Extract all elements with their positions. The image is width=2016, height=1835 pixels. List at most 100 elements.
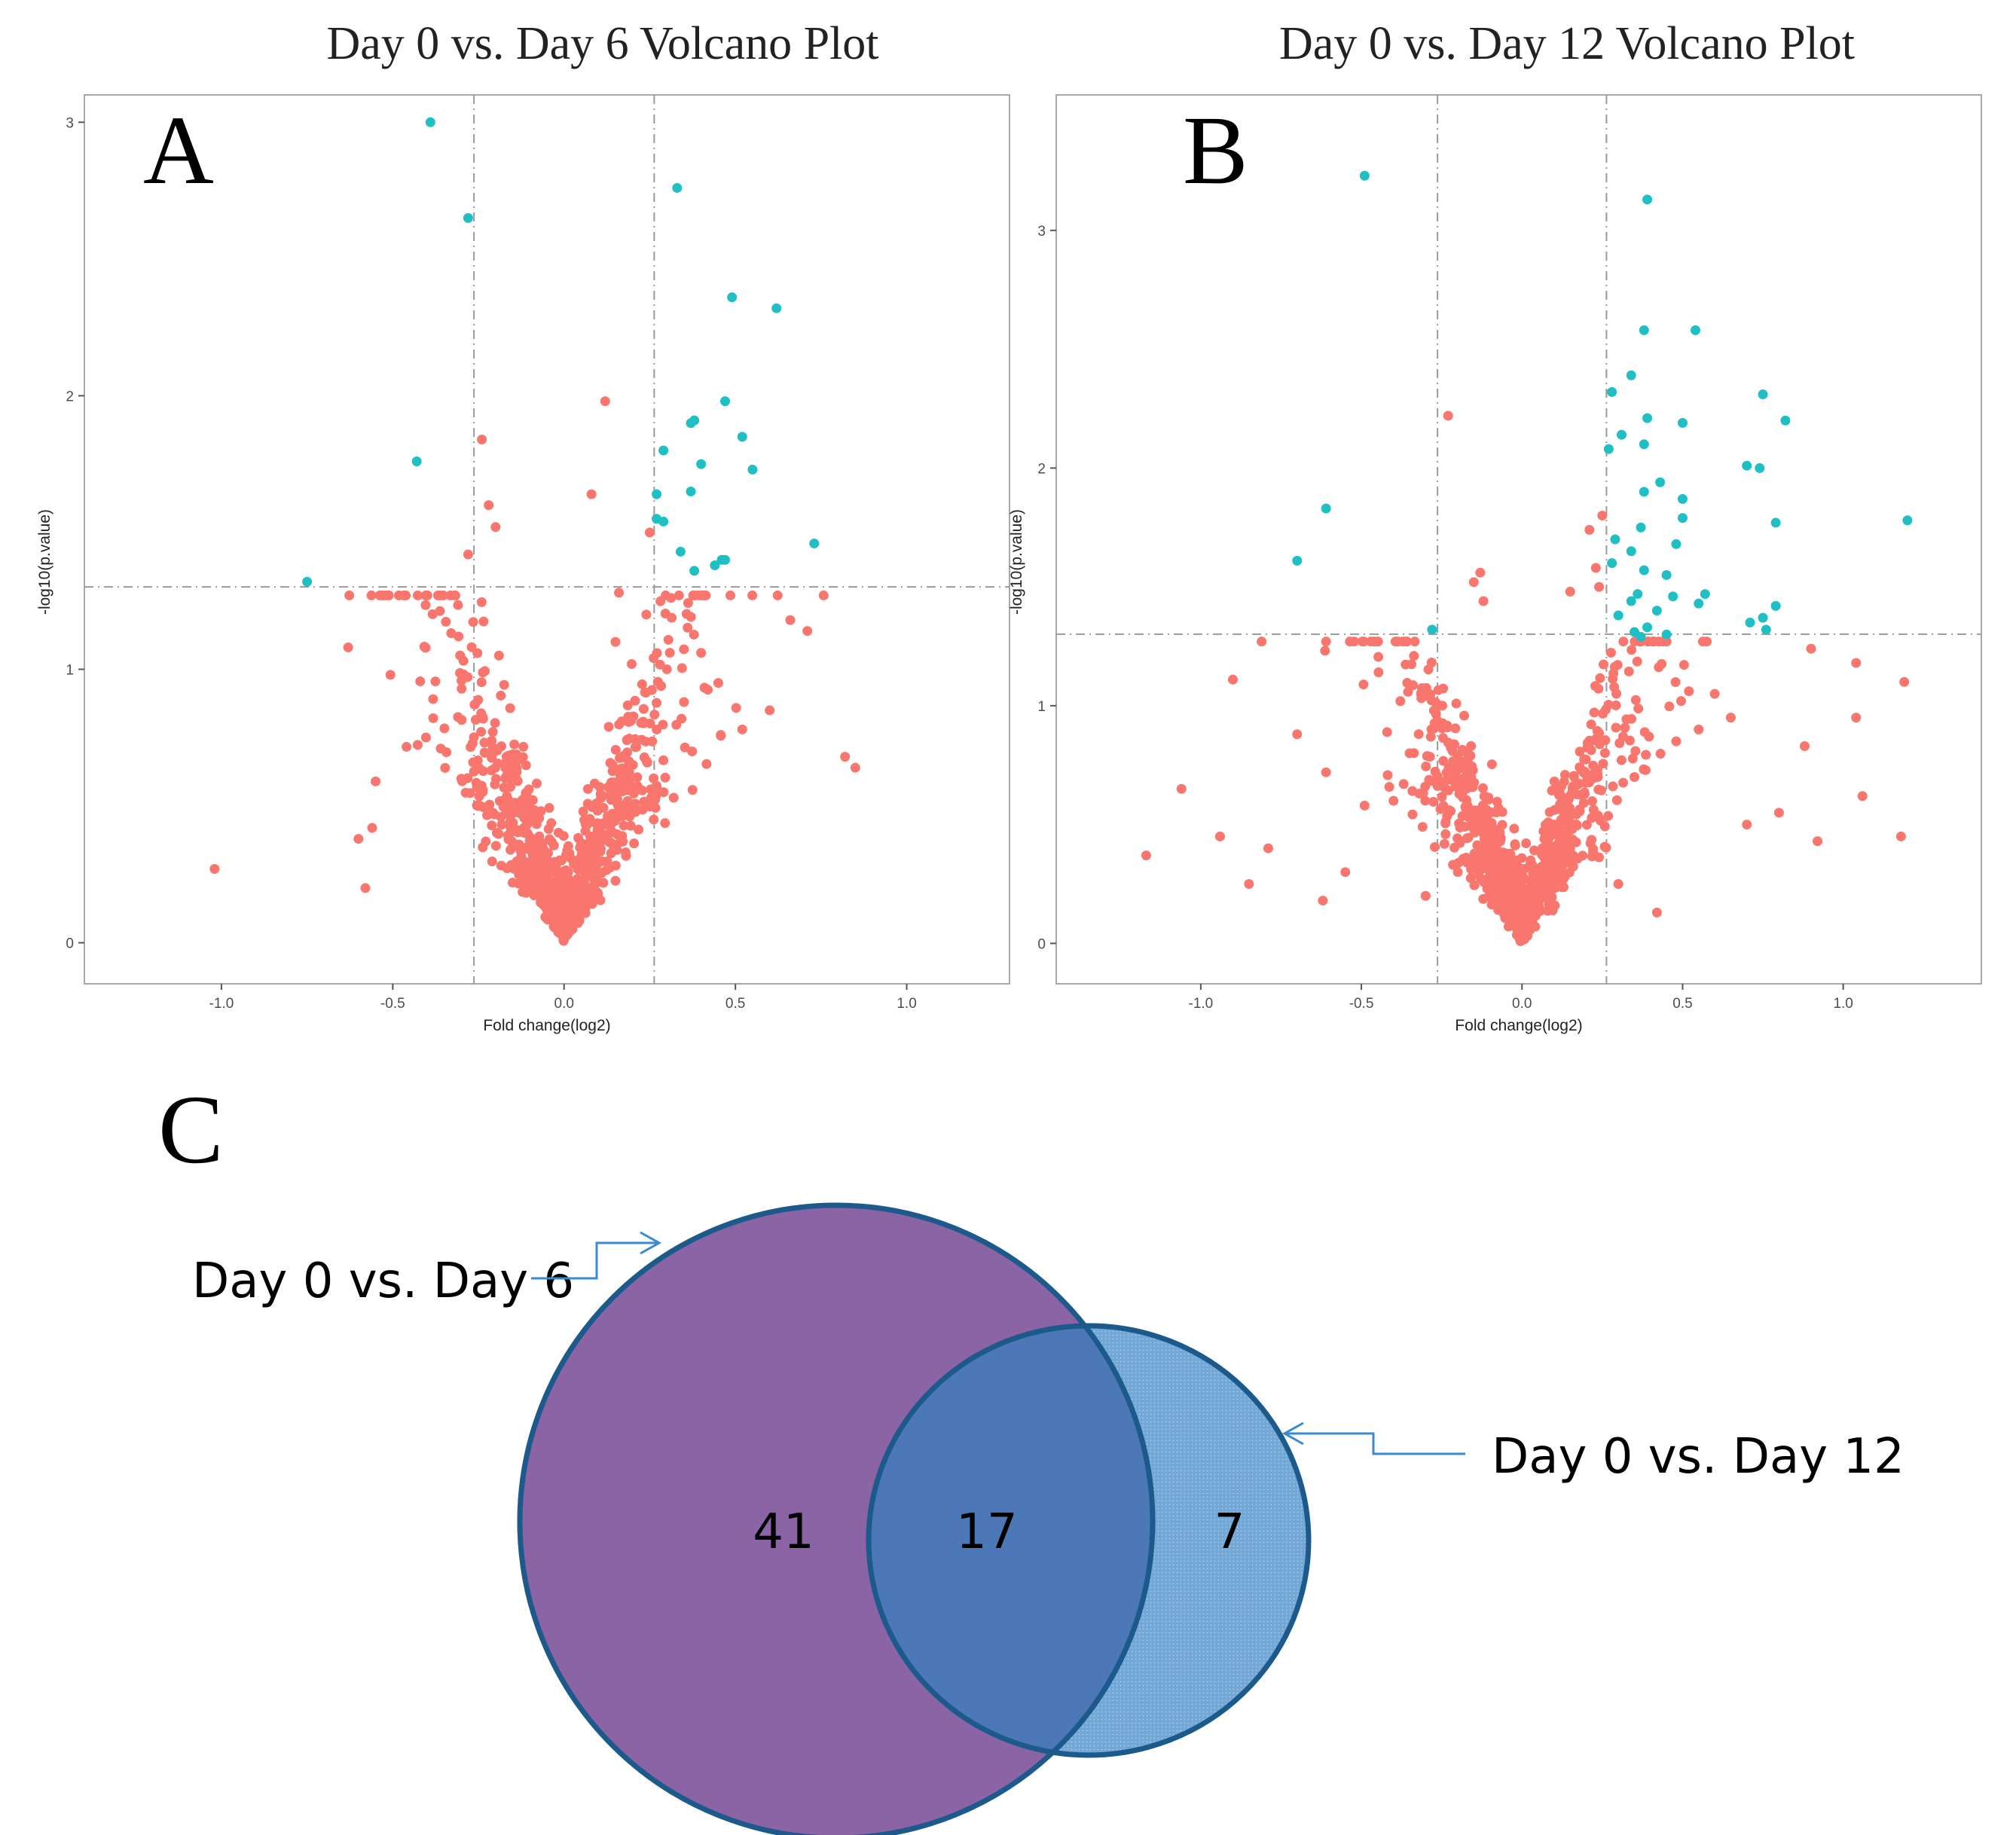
not-significant-point bbox=[610, 875, 621, 886]
not-significant-point bbox=[518, 741, 529, 752]
not-significant-point bbox=[637, 785, 647, 795]
not-significant-point bbox=[595, 789, 606, 799]
not-significant-point bbox=[622, 735, 632, 746]
not-significant-point bbox=[679, 697, 689, 707]
significant-point bbox=[1677, 417, 1688, 428]
not-significant-point bbox=[1425, 689, 1436, 700]
not-significant-point bbox=[652, 698, 662, 708]
significant-point bbox=[1700, 589, 1710, 600]
not-significant-point bbox=[473, 695, 484, 705]
not-significant-point bbox=[526, 856, 536, 866]
not-significant-point bbox=[1709, 689, 1720, 699]
not-significant-point bbox=[430, 676, 441, 687]
not-significant-point bbox=[1651, 907, 1662, 918]
not-significant-point bbox=[524, 784, 534, 795]
not-significant-point bbox=[490, 779, 500, 789]
significant-point bbox=[747, 464, 758, 475]
not-significant-point bbox=[582, 798, 593, 809]
not-significant-point bbox=[487, 820, 497, 831]
significant-point bbox=[1359, 170, 1370, 181]
not-significant-point bbox=[415, 676, 426, 686]
not-significant-point bbox=[576, 849, 587, 859]
not-significant-point bbox=[785, 615, 796, 625]
not-significant-point bbox=[453, 600, 463, 610]
not-significant-point bbox=[1640, 765, 1651, 775]
venn-set-day6-outline bbox=[517, 1202, 1156, 1835]
not-significant-point bbox=[747, 590, 758, 600]
not-significant-point bbox=[1549, 820, 1559, 830]
not-significant-point bbox=[1442, 811, 1452, 822]
not-significant-point bbox=[456, 774, 466, 784]
not-significant-point bbox=[1599, 659, 1609, 670]
not-significant-point bbox=[1556, 815, 1566, 826]
venn-label-day12: Day 0 vs. Day 12 bbox=[1492, 1429, 1905, 1485]
not-significant-point bbox=[453, 712, 463, 722]
not-significant-point bbox=[1694, 724, 1704, 734]
significant-point bbox=[720, 396, 731, 407]
not-significant-point bbox=[649, 773, 659, 783]
not-significant-point bbox=[1542, 885, 1553, 896]
not-significant-point bbox=[401, 590, 411, 600]
not-significant-point bbox=[1502, 881, 1513, 891]
not-significant-point bbox=[765, 705, 775, 716]
not-significant-point bbox=[640, 687, 650, 698]
not-significant-point bbox=[677, 663, 687, 673]
not-significant-point bbox=[1630, 746, 1641, 756]
not-significant-point bbox=[1451, 698, 1462, 709]
not-significant-point bbox=[1618, 637, 1629, 647]
not-significant-point bbox=[655, 596, 666, 606]
not-significant-point bbox=[445, 590, 456, 600]
significant-point bbox=[1626, 546, 1636, 557]
venn-count-intersection: 17 bbox=[956, 1504, 1017, 1560]
significant-point bbox=[1902, 515, 1913, 526]
not-significant-point bbox=[600, 396, 610, 407]
not-significant-point bbox=[652, 724, 662, 734]
not-significant-point bbox=[1469, 880, 1480, 890]
not-significant-point bbox=[1587, 835, 1597, 845]
not-significant-point bbox=[1450, 723, 1461, 734]
not-significant-point bbox=[1457, 783, 1468, 793]
not-significant-point bbox=[1382, 770, 1393, 780]
not-significant-point bbox=[1421, 761, 1431, 771]
not-significant-point bbox=[412, 740, 423, 750]
not-significant-point bbox=[578, 806, 588, 817]
venn-intersection bbox=[869, 1326, 1153, 1755]
not-significant-point bbox=[586, 489, 597, 499]
plot-b-title: Day 0 vs. Day 12 Volcano Plot bbox=[1278, 18, 1856, 69]
significant-point bbox=[425, 117, 435, 127]
not-significant-point bbox=[564, 848, 575, 859]
not-significant-point bbox=[518, 752, 528, 762]
not-significant-point bbox=[1530, 911, 1541, 921]
not-significant-point bbox=[1141, 850, 1151, 861]
not-significant-point bbox=[535, 878, 545, 888]
not-significant-point bbox=[1495, 874, 1506, 884]
not-significant-point bbox=[1851, 658, 1862, 668]
not-significant-point bbox=[1529, 845, 1539, 856]
not-significant-point bbox=[1437, 792, 1447, 802]
not-significant-point bbox=[1632, 656, 1642, 667]
not-significant-point bbox=[1654, 662, 1664, 673]
significant-point bbox=[1691, 325, 1701, 335]
not-significant-point bbox=[1373, 637, 1383, 647]
not-significant-point bbox=[1701, 637, 1712, 647]
x-tick-label: 1.0 bbox=[897, 996, 916, 1012]
not-significant-point bbox=[1176, 783, 1187, 794]
not-significant-point bbox=[1564, 867, 1575, 878]
not-significant-point bbox=[508, 817, 518, 828]
not-significant-point bbox=[440, 762, 451, 773]
significant-point bbox=[1780, 415, 1791, 426]
not-significant-point bbox=[1620, 722, 1630, 733]
significant-point bbox=[1677, 513, 1688, 524]
significant-point bbox=[1661, 629, 1672, 640]
not-significant-point bbox=[504, 771, 515, 781]
not-significant-point bbox=[1575, 747, 1585, 757]
significant-point bbox=[1636, 522, 1646, 533]
not-significant-point bbox=[1501, 902, 1511, 913]
not-significant-point bbox=[435, 606, 445, 616]
significant-point bbox=[1642, 194, 1653, 205]
not-significant-point bbox=[598, 878, 609, 888]
not-significant-point bbox=[1438, 801, 1449, 811]
not-significant-point bbox=[1416, 693, 1427, 704]
not-significant-point bbox=[1616, 755, 1627, 765]
